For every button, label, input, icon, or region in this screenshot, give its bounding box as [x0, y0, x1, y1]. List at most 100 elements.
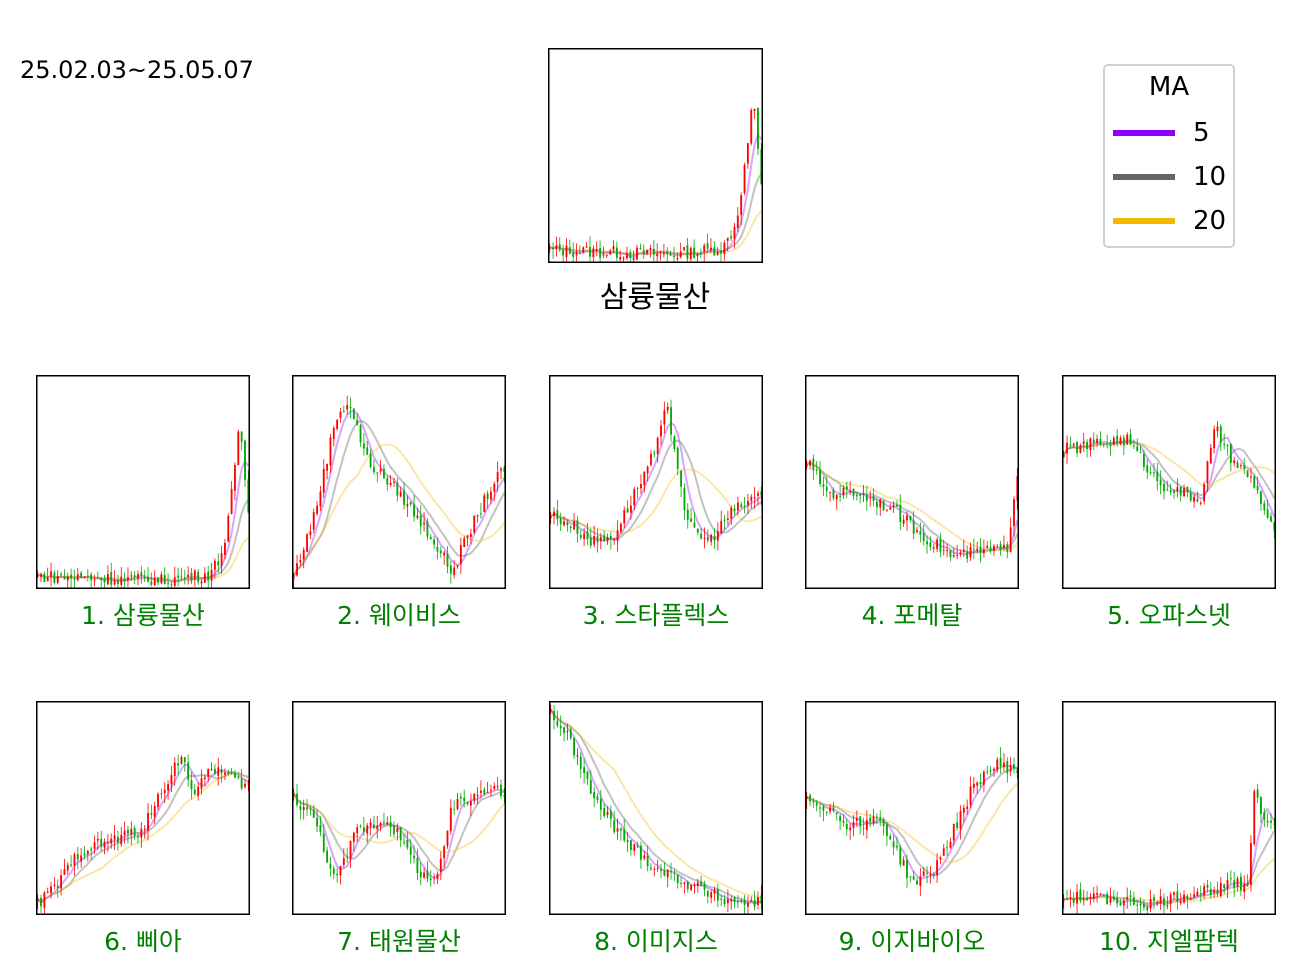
- candle: [593, 786, 596, 807]
- candle: [403, 834, 405, 846]
- candle: [1006, 541, 1009, 559]
- ma10-line: [1063, 829, 1276, 905]
- chart-frame: [292, 375, 506, 589]
- candle: [839, 813, 842, 831]
- candle: [1079, 443, 1082, 454]
- candle: [559, 715, 562, 736]
- candle: [660, 419, 662, 446]
- candle: [413, 845, 415, 864]
- candle: [716, 247, 719, 256]
- candle: [1273, 521, 1276, 539]
- candle: [1256, 476, 1259, 495]
- stock-chart-10: [1062, 701, 1276, 915]
- candle: [809, 459, 811, 470]
- candle: [234, 769, 236, 779]
- candle: [1009, 517, 1012, 553]
- candle: [459, 792, 462, 806]
- candle: [616, 520, 619, 552]
- candle: [1076, 440, 1078, 458]
- candle: [805, 791, 808, 810]
- candle: [83, 846, 86, 860]
- candle: [1176, 478, 1179, 498]
- candle: [207, 565, 210, 589]
- candle: [349, 397, 352, 419]
- candle: [346, 395, 349, 415]
- candle: [1009, 757, 1012, 776]
- candle: [110, 833, 113, 849]
- candle: [473, 515, 476, 534]
- candle: [750, 896, 753, 902]
- candle: [619, 827, 622, 841]
- candle: [889, 833, 892, 840]
- candle: [486, 490, 489, 509]
- candle: [123, 572, 126, 588]
- candle: [819, 461, 821, 487]
- ma20-line: [292, 443, 506, 578]
- candle: [663, 401, 666, 434]
- ma20-line: [550, 468, 762, 534]
- stock-chart-3: [549, 375, 763, 589]
- candle: [403, 482, 405, 510]
- candle: [1186, 486, 1189, 498]
- candle: [359, 423, 362, 447]
- candle: [336, 418, 339, 431]
- candle: [989, 539, 992, 554]
- candle: [1106, 890, 1109, 905]
- candle: [929, 536, 932, 551]
- candle: [137, 832, 139, 844]
- candle: [753, 486, 756, 509]
- candle: [819, 803, 821, 818]
- candle: [1149, 465, 1152, 475]
- candle: [322, 824, 325, 854]
- candle: [583, 758, 586, 784]
- candle: [689, 246, 692, 262]
- candle: [1239, 872, 1242, 897]
- candle: [673, 246, 675, 263]
- candle: [1089, 437, 1092, 457]
- candle: [606, 806, 609, 819]
- candle: [669, 251, 672, 257]
- candle: [556, 710, 559, 728]
- candle: [230, 480, 233, 515]
- chart-frame: [805, 701, 1019, 915]
- candle: [46, 567, 49, 582]
- candle: [886, 508, 888, 512]
- candle: [986, 541, 989, 549]
- candle: [569, 524, 572, 533]
- candle: [952, 823, 955, 846]
- candle: [909, 515, 912, 523]
- ma10-line: [550, 439, 762, 541]
- candle: [127, 825, 129, 844]
- candle: [163, 782, 166, 804]
- ma10-line: [806, 461, 1019, 554]
- candle: [1233, 871, 1236, 898]
- candle: [565, 238, 568, 263]
- ma5-line: [1063, 807, 1276, 908]
- candle: [845, 481, 848, 499]
- candle: [862, 485, 865, 503]
- stock-caption-3: 3. 스타플렉스: [582, 601, 730, 630]
- candle: [1013, 496, 1015, 537]
- candle: [419, 861, 422, 886]
- candle: [1136, 900, 1139, 915]
- candle: [96, 831, 99, 851]
- candle: [150, 572, 153, 587]
- candle: [899, 844, 902, 868]
- candle: [1102, 893, 1105, 897]
- candle: [640, 474, 642, 495]
- candle: [633, 843, 636, 856]
- candle: [613, 537, 616, 545]
- candle: [100, 577, 103, 588]
- candle: [106, 834, 109, 852]
- candle: [616, 818, 619, 840]
- candle: [469, 793, 472, 817]
- candle: [1173, 489, 1175, 499]
- candle: [812, 797, 815, 808]
- candle: [596, 792, 599, 804]
- ma5-line: [36, 763, 249, 904]
- candle: [373, 816, 375, 830]
- candle: [589, 528, 592, 549]
- candle: [463, 535, 466, 548]
- candle: [244, 439, 246, 488]
- candle: [609, 805, 612, 828]
